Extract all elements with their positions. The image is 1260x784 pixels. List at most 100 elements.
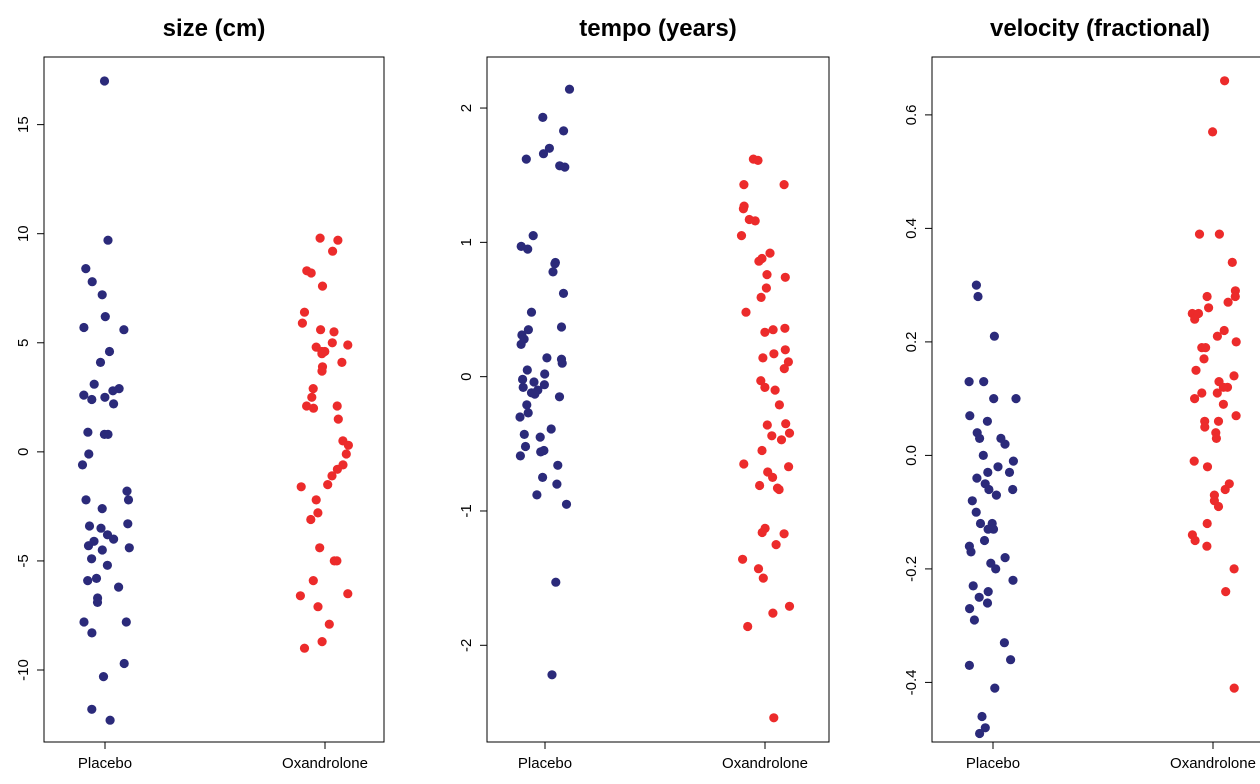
data-point-oxandrolone <box>323 480 333 490</box>
data-point-placebo <box>991 564 1001 574</box>
data-point-placebo <box>980 723 990 733</box>
data-point-oxandrolone <box>771 540 781 550</box>
data-point-placebo <box>523 325 534 335</box>
data-point-placebo <box>92 597 103 608</box>
data-point-placebo <box>983 467 993 477</box>
panel-title: tempo (years) <box>579 15 736 42</box>
data-point-placebo <box>79 617 89 627</box>
data-point-oxandrolone <box>1220 76 1230 86</box>
data-point-placebo <box>965 411 975 421</box>
chart-panel-2: tempo (years) 2 1 0 -1 -2 Placebo Oxandrolone <box>458 15 830 772</box>
data-point-placebo <box>991 490 1002 500</box>
data-point-placebo <box>83 541 94 551</box>
data-point-placebo <box>984 484 994 495</box>
data-point-oxandrolone <box>753 155 763 165</box>
data-point-oxandrolone <box>741 307 751 317</box>
data-point-oxandrolone <box>308 576 318 586</box>
x-category-label: Oxandrolone <box>1170 755 1256 772</box>
data-point-placebo <box>516 339 526 349</box>
data-point-placebo <box>109 399 119 409</box>
data-point-oxandrolone <box>738 204 749 214</box>
data-point-placebo <box>518 374 528 384</box>
data-point-placebo <box>974 592 984 602</box>
data-point-placebo <box>91 573 102 584</box>
data-point-placebo <box>103 235 113 245</box>
data-point-placebo <box>982 416 993 426</box>
data-point-oxandrolone <box>1230 291 1240 302</box>
y-tick-label: -0.2 <box>903 556 920 582</box>
data-point-oxandrolone <box>317 637 327 647</box>
data-point-oxandrolone <box>1204 303 1214 313</box>
data-point-oxandrolone <box>1211 433 1221 443</box>
data-point-oxandrolone <box>779 529 789 539</box>
data-point-oxandrolone <box>739 459 749 469</box>
data-point-placebo <box>102 560 112 570</box>
data-point-placebo <box>522 400 532 410</box>
data-point-placebo <box>87 628 97 638</box>
data-point-oxandrolone <box>1194 229 1205 239</box>
data-point-placebo <box>971 280 982 290</box>
data-point-oxandrolone <box>750 216 760 226</box>
data-point-placebo <box>87 277 97 287</box>
data-point-placebo <box>83 576 93 586</box>
data-point-placebo <box>523 244 533 254</box>
y-tick-label: 0.6 <box>903 104 920 125</box>
data-point-placebo <box>988 524 999 534</box>
data-point-placebo <box>966 547 976 557</box>
data-point-placebo <box>969 615 980 625</box>
data-point-oxandrolone <box>315 233 325 243</box>
data-point-oxandrolone <box>317 281 328 291</box>
data-point-placebo <box>544 143 555 153</box>
data-point-placebo <box>108 386 118 396</box>
data-point-placebo <box>971 507 981 517</box>
data-point-oxandrolone <box>1202 541 1212 551</box>
data-point-placebo <box>546 424 556 434</box>
data-point-placebo <box>83 427 93 437</box>
data-point-placebo <box>989 331 1000 341</box>
data-point-placebo <box>97 290 107 300</box>
data-point-placebo <box>105 715 115 725</box>
data-point-oxandrolone <box>315 543 325 553</box>
data-point-placebo <box>520 441 531 452</box>
data-point-placebo <box>104 346 115 357</box>
data-point-placebo <box>95 357 106 367</box>
data-point-oxandrolone <box>297 318 307 328</box>
data-point-placebo <box>518 382 528 392</box>
data-point-placebo <box>540 369 550 379</box>
data-point-placebo <box>532 490 542 500</box>
data-point-oxandrolone <box>1200 422 1210 432</box>
data-point-placebo <box>84 521 95 531</box>
data-point-oxandrolone <box>774 484 784 495</box>
data-point-oxandrolone <box>327 471 337 481</box>
data-point-oxandrolone <box>1212 388 1222 398</box>
data-point-placebo <box>536 447 546 457</box>
data-point-placebo <box>87 554 97 564</box>
data-point-oxandrolone <box>784 601 795 611</box>
data-point-oxandrolone <box>332 556 342 566</box>
data-point-oxandrolone <box>341 449 351 459</box>
y-tick-label: 2 <box>458 104 475 112</box>
data-point-oxandrolone <box>761 283 772 293</box>
data-point-placebo <box>553 460 563 470</box>
data-point-placebo <box>972 473 982 483</box>
data-point-placebo <box>97 504 107 514</box>
data-point-oxandrolone <box>1208 127 1218 137</box>
plot-frame <box>931 56 1260 743</box>
data-point-oxandrolone <box>1229 564 1239 574</box>
y-tick-label: -5 <box>15 554 32 567</box>
data-point-placebo <box>561 499 572 509</box>
data-point-placebo <box>993 462 1003 472</box>
data-point-placebo <box>87 704 97 714</box>
data-point-placebo <box>552 479 562 489</box>
data-point-placebo <box>84 449 94 459</box>
data-point-placebo <box>550 259 560 269</box>
data-point-oxandrolone <box>755 480 765 491</box>
data-point-placebo <box>109 534 119 544</box>
data-point-oxandrolone <box>332 401 342 411</box>
data-point-oxandrolone <box>760 327 770 337</box>
data-point-oxandrolone <box>738 554 748 564</box>
y-tick-label: 0.4 <box>903 218 920 239</box>
data-point-oxandrolone <box>316 325 326 335</box>
data-point-oxandrolone <box>313 508 323 518</box>
data-point-placebo <box>1008 456 1019 466</box>
